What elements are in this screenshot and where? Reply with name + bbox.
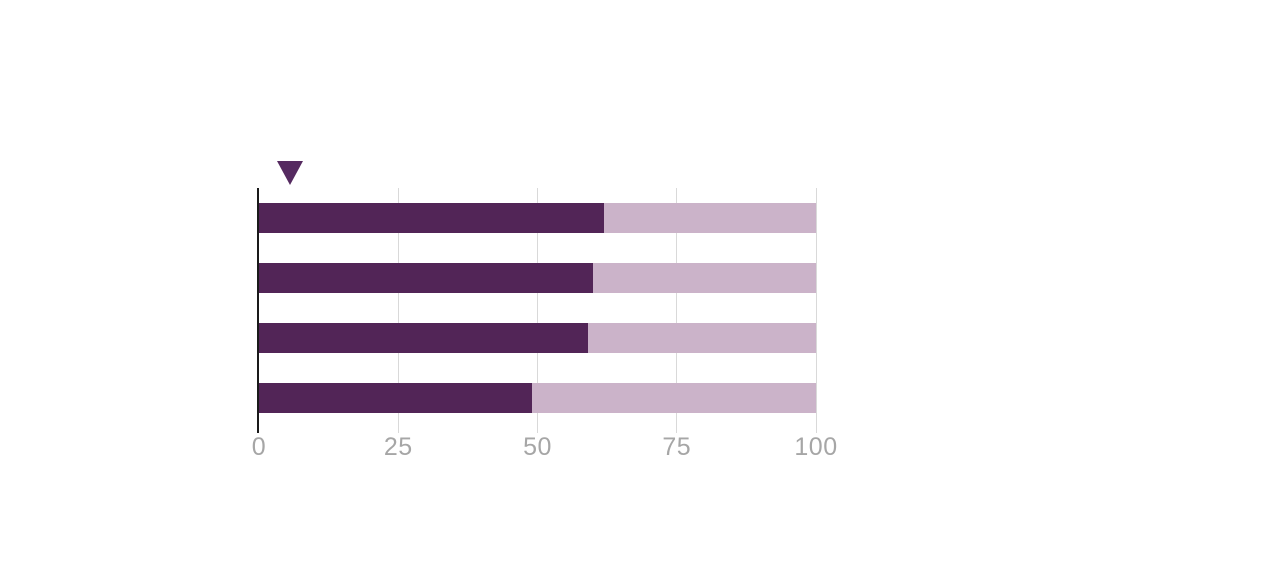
plot-area: 0 25 50 75 100 [252,161,837,460]
x-tick-label-25: 25 [383,433,413,461]
x-tick-label-0: 0 [251,433,267,461]
x-tick-label-75: 75 [662,433,692,461]
bar-row-3 [259,323,816,353]
bar-segment-filled-portion [259,263,594,293]
y-axis-line [257,188,259,433]
x-axis: 0 25 50 75 100 [252,433,837,463]
bar-row-1 [259,203,816,233]
bar-segment-filled-portion [259,203,605,233]
bar-row-2 [259,263,816,293]
bar-row-4 [259,383,816,413]
x-tick-label-50: 50 [523,433,552,461]
gridline-x-75 [676,188,678,433]
bar-segment-filled-portion [259,323,588,353]
triangle-down-marker-icon [276,161,303,185]
bar-segment-remainder-portion [593,263,816,293]
x-tick-label-100: 100 [794,433,838,461]
gridline-x-25 [397,188,399,433]
gridline-x-100 [815,188,817,433]
bar-segment-remainder-portion [531,383,816,413]
bar-segment-remainder-portion [604,203,816,233]
bar-segment-filled-portion [259,383,532,413]
gridline-x-50 [537,188,538,433]
bar-segment-remainder-portion [587,323,816,353]
